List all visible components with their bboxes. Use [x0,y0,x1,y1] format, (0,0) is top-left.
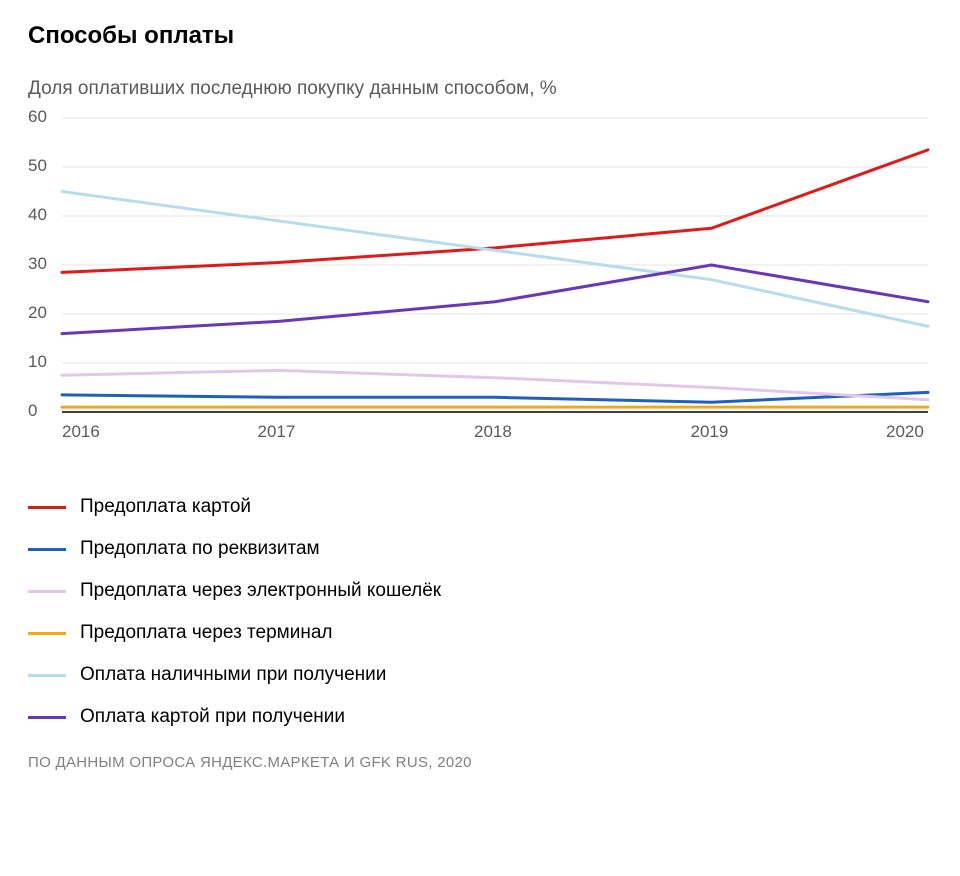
y-tick-label: 50 [28,156,47,176]
series-line [62,150,928,273]
legend-swatch [28,590,66,593]
y-tick-label: 10 [28,352,47,372]
legend-swatch [28,716,66,719]
legend-swatch [28,548,66,551]
legend: Предоплата картой Предоплата по реквизита… [28,496,932,728]
legend-label: Предоплата по реквизитам [80,538,320,560]
legend-swatch [28,506,66,509]
x-tick-label: 2020 [886,422,924,442]
legend-label: Предоплата картой [80,496,251,518]
y-tick-label: 60 [28,107,47,127]
legend-label: Оплата картой при получении [80,706,345,728]
x-tick-label: 2017 [258,422,296,442]
chart-plot-area: 0 10 20 30 40 50 60 2016 2017 2018 2019 2020 [28,108,932,458]
legend-item: Оплата картой при получении [28,706,932,728]
legend-item: Предоплата через терминал [28,622,932,644]
legend-label: Предоплата через электронный кошелёк [80,580,441,602]
y-tick-label: 0 [28,401,37,421]
legend-label: Оплата наличными при получении [80,664,386,686]
chart-footnote: ПО ДАННЫМ ОПРОСА ЯНДЕКС.МАРКЕТА И GFK RU… [28,754,932,771]
series-line [62,192,928,327]
legend-label: Предоплата через терминал [80,622,333,644]
legend-swatch [28,674,66,677]
chart-subtitle: Доля оплативших последнюю покупку данным… [28,78,932,100]
y-tick-label: 40 [28,205,47,225]
line-chart-svg [28,108,932,458]
chart-container: Способы оплаты Доля оплативших последнюю… [0,0,960,791]
y-tick-label: 20 [28,303,47,323]
x-tick-label: 2018 [474,422,512,442]
legend-item: Предоплата картой [28,496,932,518]
chart-title: Способы оплаты [28,22,932,50]
x-tick-label: 2016 [62,422,100,442]
legend-swatch [28,632,66,635]
legend-item: Оплата наличными при получении [28,664,932,686]
legend-item: Предоплата через электронный кошелёк [28,580,932,602]
y-tick-label: 30 [28,254,47,274]
x-tick-label: 2019 [691,422,729,442]
legend-item: Предоплата по реквизитам [28,538,932,560]
